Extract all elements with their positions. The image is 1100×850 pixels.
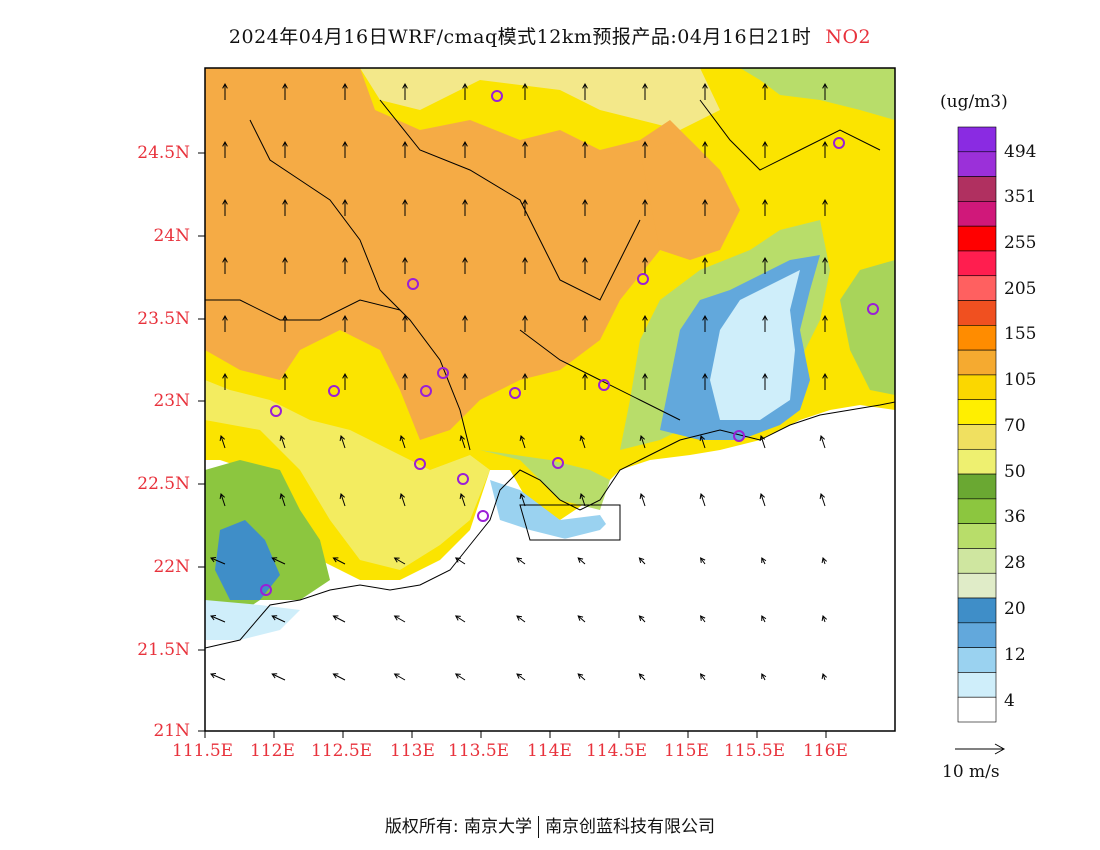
- colorbar-label: 70: [1004, 416, 1026, 436]
- colorbar-label: 205: [1004, 279, 1037, 299]
- colorbar-swatch: [957, 647, 997, 673]
- footer-divider: [538, 816, 540, 838]
- lon-label: 114E: [527, 741, 572, 761]
- city-marker: [552, 457, 564, 469]
- colorbar-label: 4: [1004, 691, 1015, 711]
- colorbar-swatch: [957, 176, 997, 202]
- city-markers: [260, 90, 879, 596]
- colorbar-swatch: [957, 473, 997, 500]
- lat-label: 23.5N: [137, 309, 190, 329]
- lon-label: 111.5E: [172, 741, 234, 761]
- colorbar-label: 494: [1004, 142, 1037, 162]
- lat-label: 22N: [153, 557, 190, 577]
- lat-label: 24.5N: [137, 143, 190, 163]
- city-marker: [477, 510, 489, 522]
- city-marker: [491, 90, 503, 102]
- wind-legend-arrow: [955, 743, 1006, 755]
- colorbar-swatch: [957, 225, 997, 252]
- lon-label: 112E: [250, 741, 295, 761]
- city-marker: [509, 387, 521, 399]
- copyright-footer: 版权所有: 南京大学 南京创蓝科技有限公司: [0, 812, 1100, 838]
- lat-label: 22.5N: [137, 474, 190, 494]
- city-marker: [407, 278, 419, 290]
- coastline: [205, 99, 895, 649]
- colorbar-swatch: [957, 424, 997, 450]
- lon-label: 116E: [803, 741, 848, 761]
- title-text: 2024年04月16日WRF/cmaq模式12km预报产品:04月16日21时: [228, 26, 812, 48]
- colorbar-swatch: [957, 597, 997, 624]
- copyright-org2: 南京创蓝科技有限公司: [545, 817, 716, 837]
- city-marker: [328, 385, 340, 397]
- colorbar-swatch: [957, 672, 997, 698]
- colorbar-swatch: [957, 201, 997, 227]
- colorbar-swatch: [957, 572, 997, 599]
- colorbar-swatch: [957, 349, 997, 376]
- city-marker: [867, 303, 879, 315]
- city-marker: [637, 273, 649, 285]
- colorbar-swatch: [957, 374, 997, 401]
- lat-label: 23N: [153, 391, 190, 411]
- lon-label: 115.5E: [724, 741, 786, 761]
- colorbar-label: 155: [1004, 324, 1037, 344]
- wind-vectors: [210, 82, 828, 681]
- colorbar-swatch: [957, 399, 997, 425]
- colorbar: [957, 126, 997, 723]
- lon-label: 113.5E: [448, 741, 510, 761]
- lat-label: 21N: [153, 721, 190, 741]
- colorbar-swatch: [957, 523, 997, 549]
- city-marker: [420, 385, 432, 397]
- lon-label: 115E: [664, 741, 709, 761]
- colorbar-label: 20: [1004, 599, 1026, 619]
- lon-label: 112.5E: [311, 741, 373, 761]
- colorbar-swatch: [957, 548, 997, 574]
- colorbar-swatch: [957, 275, 997, 301]
- colorbar-swatch: [957, 498, 997, 524]
- colorbar-swatch: [957, 126, 997, 153]
- concentration-field: [205, 68, 895, 731]
- city-marker: [260, 584, 272, 596]
- colorbar-swatch: [957, 622, 997, 648]
- colorbar-swatch: [957, 325, 997, 351]
- axis-ticks: [198, 152, 827, 738]
- colorbar-swatch: [957, 448, 997, 475]
- wind-scale-label: 10 m/s: [942, 762, 1000, 782]
- city-marker: [414, 458, 426, 470]
- map-title: 2024年04月16日WRF/cmaq模式12km预报产品:04月16日21时 N…: [0, 22, 1100, 49]
- city-marker: [457, 473, 469, 485]
- colorbar-swatch: [957, 300, 997, 326]
- colorbar-label: 351: [1004, 187, 1037, 207]
- city-marker: [270, 405, 282, 417]
- city-marker: [833, 137, 845, 149]
- lon-label: 113E: [390, 741, 435, 761]
- colorbar-label: 255: [1004, 233, 1037, 253]
- lat-label: 24N: [153, 226, 190, 246]
- colorbar-unit: (ug/m3): [940, 92, 1008, 112]
- city-marker: [598, 379, 610, 391]
- copyright-org1: 版权所有: 南京大学: [384, 817, 533, 837]
- colorbar-label: 28: [1004, 553, 1026, 573]
- colorbar-label: 105: [1004, 370, 1037, 390]
- colorbar-label: 36: [1004, 507, 1026, 527]
- city-marker: [733, 430, 745, 442]
- lat-label: 21.5N: [137, 640, 190, 660]
- lon-label: 114.5E: [586, 741, 648, 761]
- colorbar-label: 50: [1004, 462, 1026, 482]
- colorbar-swatch: [957, 151, 997, 177]
- colorbar-swatch: [957, 250, 997, 277]
- colorbar-swatch: [957, 696, 997, 723]
- city-marker: [437, 367, 449, 379]
- colorbar-label: 12: [1004, 645, 1026, 665]
- pollutant-label: NO2: [825, 26, 872, 48]
